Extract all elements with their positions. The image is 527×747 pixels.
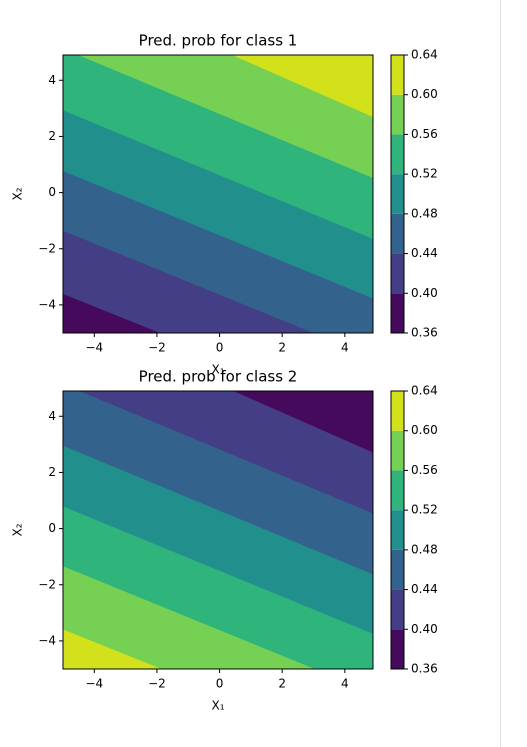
x-tick-label: −4 [85,677,103,691]
colorbar-tick-label: 0.60 [411,87,438,101]
colorbar-tick-label: 0.36 [411,326,438,340]
x-tick-label: 0 [216,677,224,691]
chart-title: Pred. prob for class 2 [139,368,298,386]
y-tick-label: −4 [38,633,56,647]
chart-title: Pred. prob for class 1 [139,32,298,50]
colorbar-segment [391,629,404,669]
x-tick-label: 0 [216,341,224,355]
y-tick-label: 0 [48,185,56,199]
plot-frame [62,54,374,334]
x-tick-label: −2 [148,341,166,355]
colorbar-segment [391,55,404,95]
colorbar-tick-label: 0.40 [411,622,438,636]
colorbar-tick-label: 0.48 [411,542,438,556]
colorbar-segment [391,589,404,630]
colorbar-frame [390,390,405,670]
colorbar-tick-label: 0.36 [411,662,438,676]
y-tick-label: 4 [48,73,56,87]
colorbar-segment [391,293,404,333]
y-axis-label: X₂ [11,523,25,536]
colorbar-segment [391,510,404,550]
y-tick-label: 2 [48,465,56,479]
colorbar-segment [391,470,404,511]
colorbar-segment [391,430,404,471]
y-tick-label: 0 [48,521,56,535]
colorbar-segment [391,549,404,590]
colorbar-segment [391,134,404,175]
x-axis-label: X₁ [211,699,224,713]
colorbar-segment [391,213,404,254]
colorbar-segment [391,94,404,135]
x-tick-label: 2 [278,677,286,691]
y-tick-label: −4 [38,297,56,311]
colorbar-tick-label: 0.48 [411,206,438,220]
colorbar-tick-label: 0.52 [411,503,438,517]
colorbar-tick-label: 0.44 [411,582,438,596]
y-tick-label: 4 [48,409,56,423]
x-tick-label: 4 [341,677,349,691]
colorbar-tick-label: 0.44 [411,246,438,260]
x-tick-label: −2 [148,677,166,691]
colorbar-tick-label: 0.64 [411,48,438,62]
colorbar-segment [391,253,404,294]
x-axis-label: X₁ [211,363,224,377]
colorbar-frame [390,54,405,334]
x-tick-label: 2 [278,341,286,355]
y-tick-label: −2 [38,577,56,591]
y-axis-label: X₂ [11,187,25,200]
colorbar-segment [391,391,404,431]
y-tick-label: −2 [38,241,56,255]
plot-frame [62,390,374,670]
x-tick-label: −4 [85,341,103,355]
colorbar-tick-label: 0.64 [411,384,438,398]
colorbar-tick-label: 0.56 [411,127,438,141]
colorbar-tick-label: 0.52 [411,167,438,181]
x-tick-label: 4 [341,341,349,355]
y-tick-label: 2 [48,129,56,143]
colorbar-tick-label: 0.40 [411,286,438,300]
colorbar-tick-label: 0.56 [411,463,438,477]
colorbar-tick-label: 0.60 [411,423,438,437]
colorbar-segment [391,174,404,214]
